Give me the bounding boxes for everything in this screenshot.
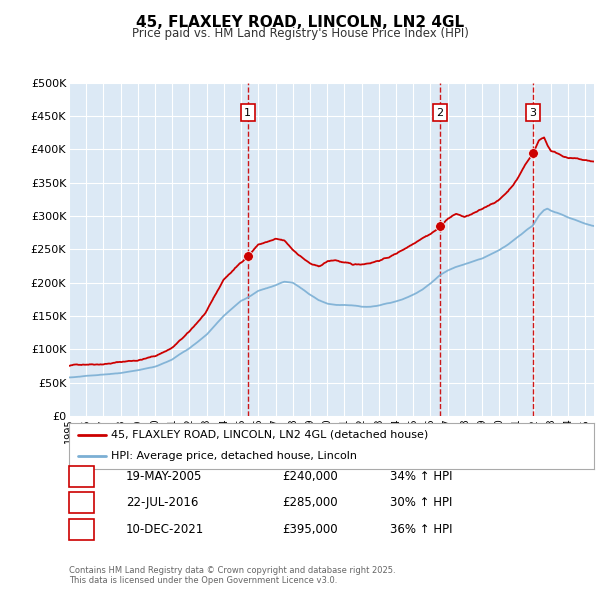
Text: £285,000: £285,000 [282,496,338,509]
Text: £240,000: £240,000 [282,470,338,483]
Text: 1: 1 [78,470,85,483]
Text: HPI: Average price, detached house, Lincoln: HPI: Average price, detached house, Linc… [111,451,357,461]
Text: 22-JUL-2016: 22-JUL-2016 [126,496,199,509]
Text: 30% ↑ HPI: 30% ↑ HPI [390,496,452,509]
Text: 1: 1 [244,107,251,117]
Text: 34% ↑ HPI: 34% ↑ HPI [390,470,452,483]
Text: Price paid vs. HM Land Registry's House Price Index (HPI): Price paid vs. HM Land Registry's House … [131,27,469,40]
Text: 3: 3 [529,107,536,117]
Text: 2: 2 [78,496,85,509]
Text: 2: 2 [436,107,443,117]
Text: £395,000: £395,000 [282,523,338,536]
Text: 36% ↑ HPI: 36% ↑ HPI [390,523,452,536]
Text: 45, FLAXLEY ROAD, LINCOLN, LN2 4GL (detached house): 45, FLAXLEY ROAD, LINCOLN, LN2 4GL (deta… [111,430,428,440]
Text: Contains HM Land Registry data © Crown copyright and database right 2025.
This d: Contains HM Land Registry data © Crown c… [69,566,395,585]
Text: 19-MAY-2005: 19-MAY-2005 [126,470,202,483]
Text: 10-DEC-2021: 10-DEC-2021 [126,523,204,536]
Text: 3: 3 [78,523,85,536]
Text: 45, FLAXLEY ROAD, LINCOLN, LN2 4GL: 45, FLAXLEY ROAD, LINCOLN, LN2 4GL [136,15,464,30]
